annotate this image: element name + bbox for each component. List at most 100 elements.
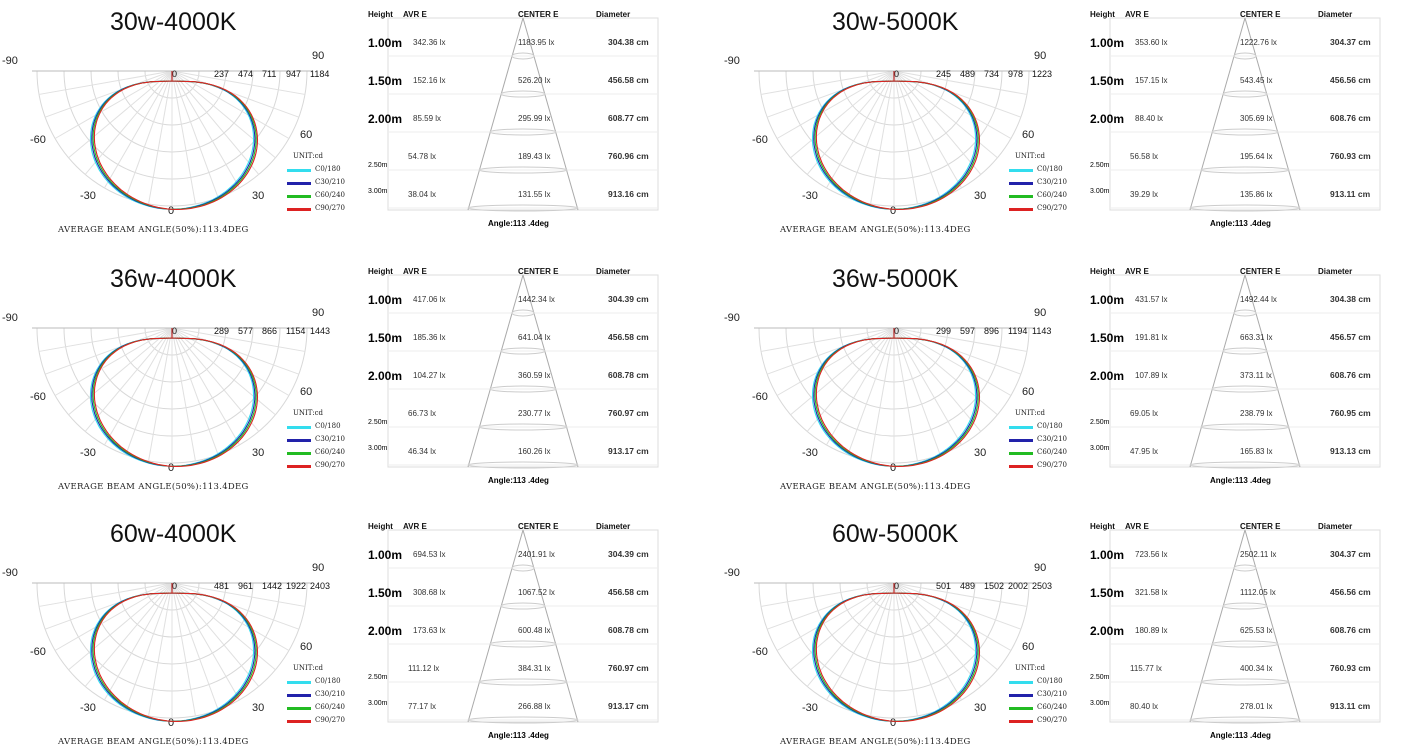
height-cell: 2.00m: [368, 624, 403, 638]
angle-label: -30: [80, 190, 96, 202]
avr-cell: 66.73 lx: [408, 409, 437, 418]
grid-spoke: [893, 582, 982, 687]
angle-label: -30: [802, 447, 818, 459]
grid-spoke: [171, 327, 260, 432]
grid-spoke: [893, 327, 1022, 375]
legend-item: C60/240: [1009, 190, 1089, 202]
height-cell: 2.50m: [1090, 162, 1110, 169]
center-cell: 295.99 lx: [518, 114, 551, 123]
angle-label: -60: [30, 134, 46, 146]
table-header: AVR E: [403, 267, 427, 276]
legend-label: C90/270: [1037, 461, 1067, 469]
height-cell: 3.00m: [368, 188, 388, 195]
legend: UNIT:cd C0/180 C30/210 C60/240 C90/270: [287, 664, 367, 744]
legend-item: C0/180: [1009, 421, 1089, 433]
grid-spoke: [847, 70, 895, 199]
angle-label: 60: [1022, 129, 1034, 141]
legend-swatch: [1009, 707, 1033, 710]
grid-spoke: [171, 327, 306, 352]
grid-spoke: [806, 582, 895, 687]
height-cell: 1.00m: [1090, 36, 1125, 50]
chart-title: 30w-4000K: [110, 8, 237, 36]
chart-title: 60w-5000K: [832, 520, 959, 548]
radial-label: 1154: [286, 326, 305, 336]
legend-item: C30/210: [287, 689, 367, 701]
center-cell: 131.55 lx: [518, 190, 551, 199]
grid-spoke: [766, 582, 895, 630]
grid-spoke: [44, 327, 173, 375]
grid-spoke: [38, 582, 173, 607]
grid-spoke: [893, 327, 1012, 396]
table-header: CENTER E: [1240, 522, 1281, 531]
legend: UNIT:cd C0/180 C30/210 C60/240 C90/270: [1009, 152, 1089, 232]
grid-spoke: [893, 70, 1012, 139]
angle-label: -30: [80, 702, 96, 714]
diameter-cell: 760.96 cm: [608, 151, 649, 161]
avr-cell: 80.40 lx: [1130, 702, 1159, 711]
angle-label: 30: [252, 190, 264, 202]
legend-item: C30/210: [1009, 177, 1089, 189]
legend-swatch: [287, 439, 311, 442]
legend-swatch: [1009, 439, 1033, 442]
grid-spoke: [766, 327, 895, 375]
legend-item: C60/240: [287, 190, 367, 202]
diameter-cell: 760.93 cm: [1330, 151, 1371, 161]
angle-label: 60: [300, 129, 312, 141]
avr-cell: 191.81 lx: [1135, 333, 1168, 342]
legend-item: C90/270: [1009, 203, 1089, 215]
grid-spoke: [68, 582, 173, 671]
legend-swatch: [287, 720, 311, 723]
radial-label: 1922: [286, 581, 306, 591]
angle-label: 30: [974, 702, 986, 714]
table-header: Diameter: [596, 522, 631, 531]
center-cell: 195.64 lx: [1240, 152, 1273, 161]
height-cell: 2.50m: [368, 162, 388, 169]
legend: UNIT:cd C0/180 C30/210 C60/240 C90/270: [287, 152, 367, 232]
grid-spoke: [125, 582, 173, 711]
radial-label: 597: [960, 326, 975, 336]
center-cell: 400.34 lx: [1240, 664, 1273, 673]
radial-label: 1442: [262, 581, 282, 591]
radial-label: 896: [984, 326, 999, 336]
radial-label: 245: [936, 69, 951, 79]
beam-angle-text: AVERAGE BEAM ANGLE(50%):113.4DEG: [780, 225, 971, 235]
diameter-cell: 913.17 cm: [608, 701, 649, 711]
height-cell: 3.00m: [1090, 188, 1110, 195]
unit-label: UNIT:cd: [1015, 409, 1045, 417]
polar-diagram: -90 90 -60 60 -30 30 0 0 245 489 734 978 1223: [724, 50, 1052, 217]
legend-swatch: [287, 182, 311, 185]
table-header: Height: [368, 267, 393, 276]
grid-spoke: [893, 327, 982, 432]
legend-item: C90/270: [1009, 460, 1089, 472]
grid-spoke: [870, 70, 895, 205]
avr-cell: 77.17 lx: [408, 702, 437, 711]
avr-cell: 157.15 lx: [1135, 76, 1168, 85]
legend-item: C60/240: [287, 447, 367, 459]
avr-cell: 69.05 lx: [1130, 409, 1159, 418]
grid-spoke: [893, 582, 962, 701]
diameter-cell: 304.38 cm: [1330, 294, 1371, 304]
table-header: CENTER E: [1240, 10, 1281, 19]
table-header: Height: [368, 10, 393, 19]
avr-cell: 39.29 lx: [1130, 190, 1159, 199]
table-header: CENTER E: [518, 267, 559, 276]
center-cell: 2502.11 lx: [1240, 550, 1277, 559]
table-header: Height: [1090, 522, 1115, 531]
distribution-curve: [815, 328, 981, 467]
polar-diagram: -90 90 -60 60 -30 30 0 0 299 597 896 1194 1143: [724, 307, 1051, 474]
legend-label: C60/240: [315, 191, 345, 199]
grid-spoke: [171, 70, 240, 189]
height-cell: 2.50m: [1090, 419, 1110, 426]
center-cell: 230.77 lx: [518, 409, 551, 418]
legend-swatch: [287, 694, 311, 697]
beam-cone: [1109, 529, 1381, 724]
avr-cell: 431.57 lx: [1135, 295, 1168, 304]
diameter-cell: 913.17 cm: [608, 446, 649, 456]
grid-spoke: [84, 70, 173, 175]
avr-cell: 111.12 lx: [408, 664, 440, 673]
radial-label: 0: [894, 69, 899, 79]
grid-spoke: [893, 70, 1022, 118]
angle-label: -90: [2, 567, 18, 579]
legend-item: C30/210: [1009, 689, 1089, 701]
beam-angle-text: AVERAGE BEAM ANGLE(50%):113.4DEG: [58, 482, 249, 492]
